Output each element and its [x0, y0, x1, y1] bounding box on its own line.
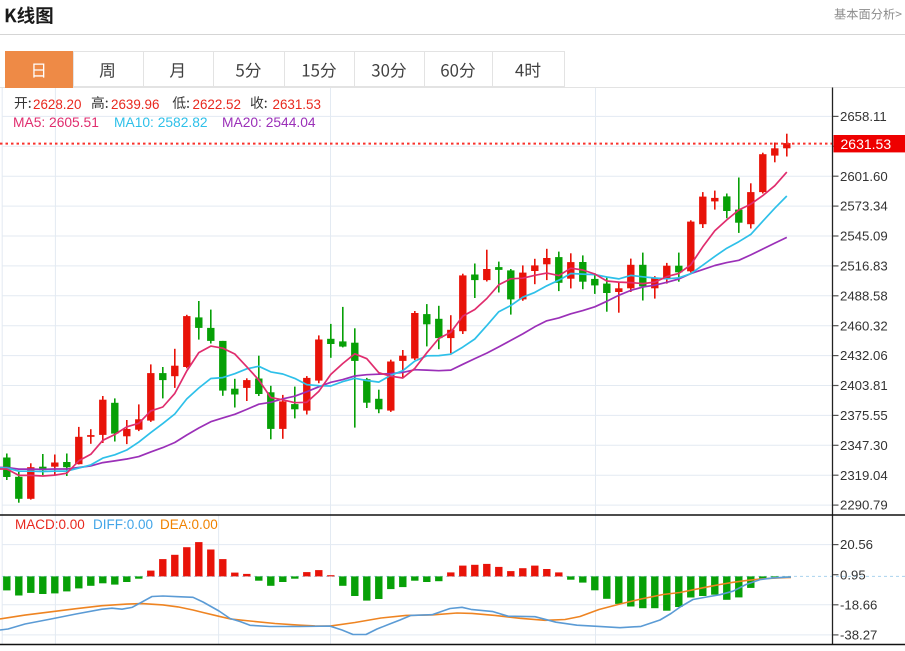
svg-text:2631.53: 2631.53: [841, 136, 892, 152]
svg-text:-38.27: -38.27: [840, 628, 877, 643]
svg-text:2488.58: 2488.58: [840, 288, 888, 303]
svg-text:2573.34: 2573.34: [840, 199, 888, 214]
svg-text:2432.06: 2432.06: [840, 348, 888, 363]
svg-text:2347.30: 2347.30: [840, 438, 888, 453]
svg-text:2403.81: 2403.81: [840, 378, 888, 393]
svg-text:2319.04: 2319.04: [840, 468, 888, 483]
svg-text:0.95: 0.95: [840, 567, 866, 582]
svg-text:2545.09: 2545.09: [840, 229, 888, 244]
svg-text:2375.55: 2375.55: [840, 408, 888, 423]
svg-text:2516.83: 2516.83: [840, 259, 888, 274]
svg-text:2658.11: 2658.11: [840, 109, 887, 124]
svg-text:2290.79: 2290.79: [840, 498, 888, 513]
svg-text:2460.32: 2460.32: [840, 318, 888, 333]
svg-text:2601.60: 2601.60: [840, 169, 888, 184]
svg-text:20.56: 20.56: [840, 537, 873, 552]
svg-text:-18.66: -18.66: [840, 597, 877, 612]
